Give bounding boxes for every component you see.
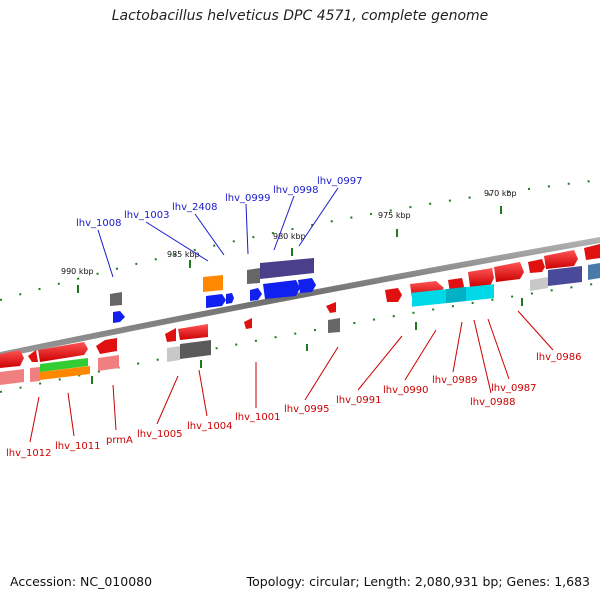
gene-label-top[interactable]: lhv_0997 <box>317 176 362 187</box>
gene-arrow[interactable] <box>528 259 545 273</box>
gene-label-bottom[interactable]: lhv_1012 <box>6 448 51 459</box>
gene-block-grey[interactable] <box>530 277 548 291</box>
gene-block-salmon[interactable] <box>30 367 40 382</box>
gene-block-salmon[interactable] <box>0 369 24 385</box>
gene-label-bottom[interactable]: lhv_1004 <box>187 421 232 432</box>
gene-block-steelblue[interactable] <box>588 263 600 280</box>
gene-label-bottom[interactable]: lhv_0986 <box>536 352 581 363</box>
gene-label-top[interactable]: lhv_0998 <box>273 185 318 196</box>
scale-label: 985 kbp <box>167 250 200 259</box>
gene-arrow-blue[interactable] <box>250 288 262 301</box>
gene-arrow[interactable] <box>96 338 117 354</box>
gene-block-grey[interactable] <box>247 268 260 284</box>
gene-label-bottom[interactable]: lhv_1001 <box>235 412 280 423</box>
gene-label-top[interactable]: lhv_1008 <box>76 218 121 229</box>
gene-label-bottom[interactable]: lhv_0990 <box>383 385 428 396</box>
top-leader-lines <box>97 187 339 278</box>
gene-block-orange[interactable] <box>40 366 90 380</box>
gene-arrow[interactable] <box>584 244 600 260</box>
gene-block-purple[interactable] <box>260 258 314 279</box>
gene-label-bottom[interactable]: lhv_0991 <box>336 395 381 406</box>
topology-info: Topology: circular; Length: 2,080,931 bp… <box>246 574 590 589</box>
gene-block-darkgrey[interactable] <box>180 340 211 359</box>
gene-arrow-blue[interactable] <box>263 280 300 299</box>
gene-arrow-blue[interactable] <box>226 293 234 304</box>
gene-arrow[interactable] <box>178 324 208 340</box>
forward-strand-features <box>110 244 600 323</box>
gene-label-top[interactable]: lhv_0999 <box>225 193 270 204</box>
gene-arrow-blue[interactable] <box>113 311 125 323</box>
gene-arrow[interactable] <box>326 302 336 313</box>
reverse-strand-features <box>0 302 340 385</box>
gene-arrow-blue[interactable] <box>298 278 316 293</box>
genome-backbone <box>0 237 600 358</box>
gene-block-salmon[interactable] <box>98 355 119 371</box>
accession-info: Accession: NC_010080 <box>10 574 153 589</box>
gene-arrow[interactable] <box>0 350 24 368</box>
gene-block-lightgrey[interactable] <box>167 346 180 362</box>
gene-arrow[interactable] <box>38 342 88 362</box>
bottom-leader-lines <box>29 310 554 443</box>
gene-arrow[interactable] <box>468 268 494 287</box>
map-title: Lactobacillus helveticus DPC 4571, compl… <box>111 8 489 24</box>
gene-block-grey[interactable] <box>110 292 122 306</box>
scale-label: 970 kbp <box>484 189 517 198</box>
gene-label-bottom[interactable]: lhv_0987 <box>491 383 536 394</box>
scale-label: 990 kbp <box>61 267 94 276</box>
gene-arrow[interactable] <box>244 318 252 329</box>
major-ticks <box>77 206 523 384</box>
gene-arrow-blue[interactable] <box>206 294 226 308</box>
gene-block-purple[interactable] <box>548 266 582 286</box>
gene-label-bottom[interactable]: lhv_0988 <box>470 397 515 408</box>
gene-arrow[interactable] <box>165 328 176 342</box>
scale-label: 980 kbp <box>273 232 306 241</box>
gene-block-green[interactable] <box>40 358 88 372</box>
gene-label-top[interactable]: lhv_2408 <box>172 202 217 213</box>
gene-arrow[interactable] <box>544 250 578 269</box>
gene-arrow[interactable] <box>28 350 38 362</box>
gene-block-orange[interactable] <box>203 275 223 292</box>
gene-block-cyan-dark[interactable] <box>446 287 466 304</box>
gene-arrow[interactable] <box>494 262 524 282</box>
gene-label-top[interactable]: lhv_1003 <box>124 210 169 221</box>
scale-label: 975 kbp <box>378 211 411 220</box>
gene-arrow[interactable] <box>385 288 402 302</box>
gene-label-bottom[interactable]: lhv_0989 <box>432 375 477 386</box>
gene-label-bottom[interactable]: lhv_0995 <box>284 404 329 415</box>
gene-block-grey[interactable] <box>328 318 340 333</box>
gene-label-bottom[interactable]: prmA <box>106 435 133 446</box>
gene-label-bottom[interactable]: lhv_1005 <box>137 429 182 440</box>
gene-label-bottom[interactable]: lhv_1011 <box>55 441 100 452</box>
